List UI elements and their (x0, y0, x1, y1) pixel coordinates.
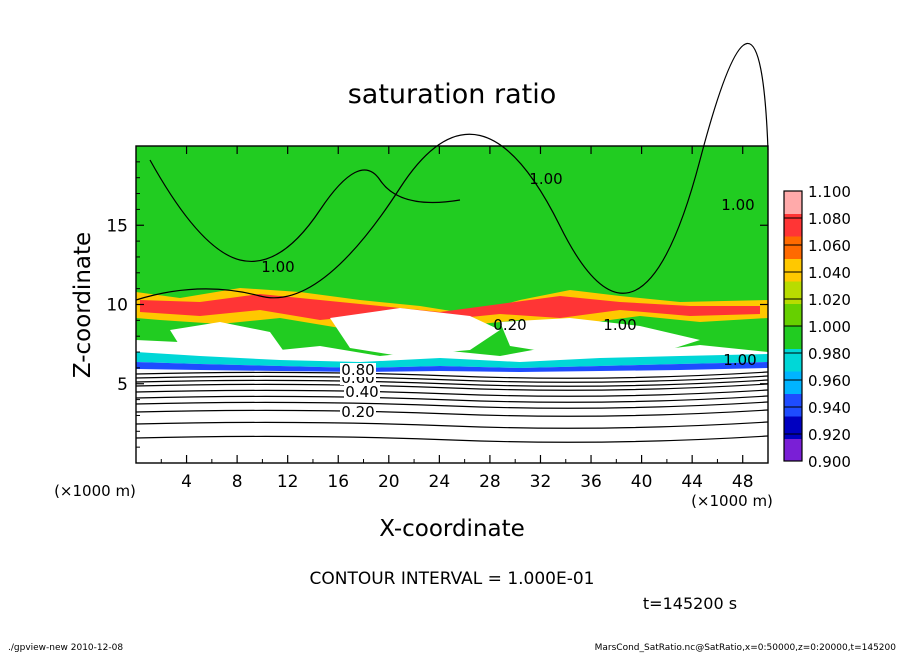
contour-label: 0.40 (345, 383, 378, 401)
subsaturated-pocket (500, 318, 700, 356)
x-tick-label: 16 (327, 472, 349, 492)
colorbar-label: 0.940 (808, 399, 851, 417)
x-unit-label: (×1000 m) (691, 492, 773, 510)
footer-right: MarsCond_SatRatio.nc@SatRatio,x=0:50000,… (595, 643, 897, 653)
y-tick-label: 10 (106, 296, 128, 316)
supersaturated-core (140, 294, 760, 320)
y-axis: 5 10 15 (106, 161, 768, 448)
dry-layer-blue (136, 362, 768, 372)
x-tick-label: 44 (681, 472, 703, 492)
contour-label: 0.20 (341, 403, 374, 421)
colorbar-swatch (784, 303, 802, 327)
colorbar-swatch (784, 191, 802, 214)
colorbar-label: 1.000 (808, 318, 851, 336)
plot-area: 0.200.400.600.801.001.001.001.000.20 1.00 (135, 42, 769, 464)
contour-label-bg (340, 405, 376, 419)
colorbar-label: 1.060 (808, 237, 851, 255)
x-tick-label: 48 (732, 472, 754, 492)
footer-left: ./gpview-new 2010-12-08 (8, 643, 123, 653)
subsaturated-pocket (330, 308, 500, 356)
contour-interval-text: CONTOUR INTERVAL = 1.000E-01 (310, 569, 595, 589)
x-tick-label: 4 (181, 472, 192, 492)
colorbar-swatch (784, 281, 802, 304)
colorbar-label: 0.900 (808, 453, 851, 471)
contour-label: 1.00 (529, 170, 562, 188)
x-tick-label: 32 (530, 472, 552, 492)
y-tick-label: 5 (117, 375, 128, 395)
colorbar-swatch (784, 258, 802, 282)
time-text: t=145200 s (643, 594, 737, 613)
x-tick-label: 24 (429, 472, 451, 492)
contour-label: 0.80 (341, 361, 374, 379)
contour-label: 1.00 (261, 258, 294, 276)
contour-label: 1.00 (721, 196, 754, 214)
dry-layer-cyan (136, 352, 768, 368)
contour-label-group: 0.200.400.600.801.001.001.001.000.20 1.00 (261, 170, 756, 421)
colorbar-label: 1.040 (808, 264, 851, 282)
colorbar-swatch (784, 371, 802, 394)
contour-label: 0.20 (493, 316, 526, 334)
x-tick-label: 20 (378, 472, 400, 492)
colorbar-label: 0.980 (808, 345, 851, 363)
contour-label: 1.00 (723, 351, 756, 369)
x-tick-label: 12 (277, 472, 299, 492)
colorbar-swatch (784, 348, 802, 372)
colorbar-swatch (784, 326, 802, 349)
contour-lines (135, 42, 769, 443)
contour-label-bg (340, 363, 376, 377)
x-tick-label: 40 (631, 472, 653, 492)
x-tick-label: 36 (580, 472, 602, 492)
y-axis-label: Z-coordinate (70, 232, 96, 378)
y-tick-label: 15 (106, 216, 128, 236)
x-tick-label: 28 (479, 472, 501, 492)
colorbar-swatch (784, 438, 802, 462)
contour-label: 1.00 (603, 316, 636, 334)
colorbar-swatch (784, 393, 802, 417)
x-axis-label: X-coordinate (379, 516, 525, 542)
z-unit-label: (×1000 m) (54, 482, 136, 500)
x-axis: 4 8 12 16 20 24 28 32 36 40 44 48 (160, 146, 754, 492)
colorbar-swatch (784, 213, 802, 237)
chart-title: saturation ratio (348, 79, 557, 110)
x-tick-label: 8 (232, 472, 243, 492)
colorbar: 0.900 0.920 0.940 0.960 0.980 1.000 1.020 1.040… (783, 183, 851, 471)
colorbar-label: 1.100 (808, 183, 851, 201)
colorbar-label: 1.020 (808, 291, 851, 309)
colorbar-label: 0.960 (808, 372, 851, 390)
colorbar-label: 1.080 (808, 210, 851, 228)
contour-label-bg (344, 385, 380, 399)
colorbar-label: 0.920 (808, 426, 851, 444)
colorbar-swatch (784, 236, 802, 259)
colorbar-swatch (784, 416, 802, 439)
